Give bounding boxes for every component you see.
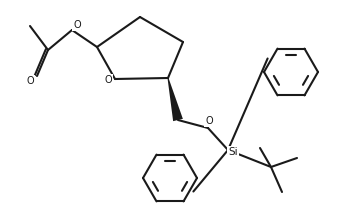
Text: O: O (73, 20, 81, 30)
Polygon shape (168, 78, 183, 121)
Text: O: O (205, 116, 213, 126)
Text: Si: Si (228, 147, 238, 157)
Text: O: O (104, 75, 112, 85)
Text: O: O (26, 76, 34, 86)
